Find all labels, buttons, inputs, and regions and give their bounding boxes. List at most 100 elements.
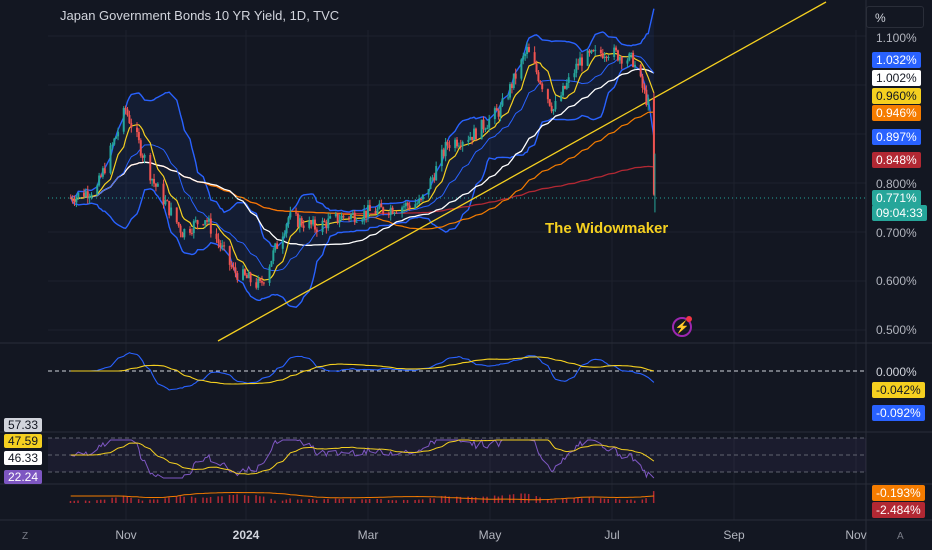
candle-body xyxy=(401,207,404,213)
candle-body xyxy=(75,196,78,203)
candle-body xyxy=(613,47,616,57)
histogram-bar xyxy=(626,499,628,503)
candle-body xyxy=(510,84,513,88)
candle-body xyxy=(117,131,120,137)
candle-body xyxy=(96,185,99,195)
candle-body xyxy=(473,128,476,141)
histogram-bar xyxy=(315,499,318,503)
candle-body xyxy=(499,105,502,117)
candle-body xyxy=(641,76,644,88)
histogram-bar xyxy=(300,499,303,503)
histogram-bar xyxy=(376,499,378,503)
macd-label: 0.000% xyxy=(876,365,917,379)
x-tick-label: Nov xyxy=(845,528,867,542)
candle-body xyxy=(560,95,563,101)
candle-body xyxy=(300,218,303,226)
histogram-bar xyxy=(153,499,155,503)
histogram-bar xyxy=(194,497,197,503)
candle-body xyxy=(206,220,209,222)
candle-body xyxy=(639,64,642,77)
y-tick-label: 1.100% xyxy=(876,31,917,45)
lightning-icon[interactable]: ⚡ xyxy=(672,317,692,337)
candle-body xyxy=(325,221,328,229)
histogram-bar xyxy=(353,499,356,503)
candle-body xyxy=(408,205,411,209)
candle-body xyxy=(71,197,74,201)
candle-body xyxy=(420,198,423,200)
candle-body xyxy=(404,202,407,207)
y-tick-label: 0.600% xyxy=(876,274,917,288)
histogram-bar xyxy=(247,495,250,503)
candle-body xyxy=(647,98,650,105)
histogram-bar xyxy=(588,497,591,503)
candle-body xyxy=(482,119,485,130)
candle-body xyxy=(495,108,498,111)
candle-body xyxy=(382,207,385,214)
histogram-bar xyxy=(262,496,265,503)
candle-body xyxy=(626,60,629,64)
histogram-bar xyxy=(486,496,488,503)
histogram-bar xyxy=(554,499,556,503)
candle-body xyxy=(259,278,262,282)
histogram-bar xyxy=(206,497,208,503)
candle-body xyxy=(431,177,434,179)
histogram-bar xyxy=(323,499,325,503)
histogram-bar xyxy=(474,497,477,503)
candle-body xyxy=(313,219,316,230)
histogram-bar xyxy=(183,496,185,503)
candle-body xyxy=(234,267,237,274)
histogram-bar xyxy=(497,496,500,503)
candle-body xyxy=(480,119,483,140)
histogram-bar xyxy=(433,498,435,503)
candle-body xyxy=(329,216,332,219)
candle-body xyxy=(181,232,184,238)
histogram-bar xyxy=(228,494,231,503)
price-label: 1.002% xyxy=(872,70,921,86)
candle-body xyxy=(353,212,356,223)
price-label: 1.032% xyxy=(872,52,921,68)
candle-body xyxy=(633,64,636,67)
candle-body xyxy=(374,211,377,214)
x-tick-label: Nov xyxy=(115,528,137,542)
candle-body xyxy=(615,47,618,51)
candle-body xyxy=(285,224,288,234)
candle-body xyxy=(90,194,93,197)
rsi-value-label: 22.24 xyxy=(4,470,43,484)
candle-body xyxy=(130,123,133,128)
candle-body xyxy=(283,233,286,237)
candle-body xyxy=(599,49,602,54)
candle-body xyxy=(395,212,398,214)
histogram-bar xyxy=(77,500,79,503)
candle-body xyxy=(340,215,343,221)
candle-body xyxy=(194,220,197,222)
histogram-bar xyxy=(603,498,606,503)
candle-body xyxy=(632,52,635,67)
candle-body xyxy=(323,220,326,222)
histogram-bar xyxy=(418,499,420,503)
candle-body xyxy=(196,220,199,225)
indicator-panels xyxy=(48,352,866,503)
candle-body xyxy=(69,197,72,199)
unit-selector[interactable]: % xyxy=(866,6,924,28)
candle-body xyxy=(446,142,449,146)
candle-body xyxy=(421,194,424,200)
histogram-bar xyxy=(440,496,443,503)
candle-body xyxy=(522,56,525,60)
candle-body xyxy=(471,136,474,141)
candle-body xyxy=(219,243,222,248)
auto-scale-button[interactable]: A xyxy=(897,531,904,542)
candle-body xyxy=(298,218,301,227)
rsi-value-label: 46.33 xyxy=(4,451,43,465)
candle-body xyxy=(365,210,368,218)
x-tick-label: Mar xyxy=(357,528,379,542)
timezone-icon[interactable]: Z xyxy=(22,531,29,542)
candle-body xyxy=(154,183,157,187)
histogram-bar xyxy=(527,493,530,503)
candle-body xyxy=(230,264,233,267)
histogram-bar xyxy=(633,500,636,503)
candle-body xyxy=(245,274,248,279)
annotation-widowmaker: The Widowmaker xyxy=(545,220,669,237)
candle-body xyxy=(573,73,576,78)
histogram-bar xyxy=(168,497,170,503)
